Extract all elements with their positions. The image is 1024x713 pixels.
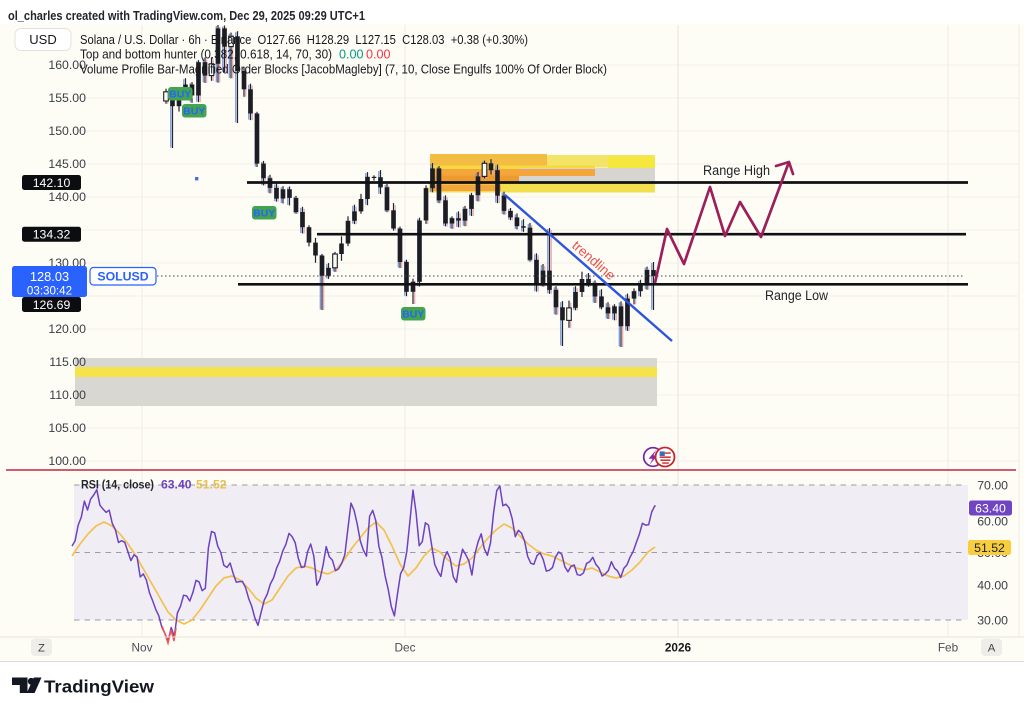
svg-text:150.00: 150.00 [48, 124, 86, 138]
svg-text:155.00: 155.00 [48, 91, 86, 105]
svg-text:134.32: 134.32 [33, 228, 71, 242]
svg-text:Dec: Dec [395, 641, 416, 655]
svg-text:160.00: 160.00 [48, 58, 86, 72]
svg-text:0.00: 0.00 [366, 48, 391, 62]
svg-text:Volume Profile Bar-Magnified O: Volume Profile Bar-Magnified Order Block… [80, 63, 607, 77]
svg-text:40.00: 40.00 [977, 578, 1008, 592]
svg-text:RSI (14, close): RSI (14, close) [81, 478, 154, 492]
svg-text:03:30:42: 03:30:42 [27, 285, 72, 298]
svg-text:126.69: 126.69 [33, 298, 71, 312]
svg-text:100.00: 100.00 [48, 454, 86, 468]
svg-text:Range Low: Range Low [765, 288, 828, 303]
svg-text:115.00: 115.00 [49, 355, 86, 369]
svg-text:30.00: 30.00 [977, 613, 1008, 627]
svg-text:142.10: 142.10 [33, 176, 71, 190]
svg-text:60.00: 60.00 [977, 514, 1008, 528]
svg-text:128.03: 128.03 [30, 269, 69, 284]
svg-text:BUY: BUY [183, 106, 205, 118]
svg-text:105.00: 105.00 [48, 421, 86, 435]
svg-text:BUY: BUY [253, 208, 275, 220]
svg-text:Z: Z [38, 643, 45, 655]
svg-text:Top and bottom hunter (0.382,: Top and bottom hunter (0.382, 0.618, 14,… [80, 48, 332, 62]
svg-text:51.52: 51.52 [196, 478, 227, 492]
svg-text:Nov: Nov [132, 641, 153, 655]
svg-text:70.00: 70.00 [977, 478, 1008, 492]
svg-text:2026: 2026 [665, 641, 692, 655]
svg-text:63.40: 63.40 [975, 501, 1006, 515]
svg-text:110.00: 110.00 [49, 388, 86, 402]
svg-text:145.00: 145.00 [48, 157, 86, 171]
svg-text:120.00: 120.00 [48, 322, 86, 336]
svg-text:ol_charles created with Tradin: ol_charles created with TradingView.com,… [8, 8, 365, 23]
svg-text:Feb: Feb [938, 641, 959, 655]
svg-text:TradingView: TradingView [44, 677, 154, 697]
svg-text:63.40: 63.40 [161, 478, 192, 492]
svg-text:BUY: BUY [402, 309, 424, 321]
svg-text:51.52: 51.52 [974, 541, 1005, 555]
svg-text:USD: USD [29, 32, 56, 47]
svg-text:SOLUSD: SOLUSD [97, 270, 148, 284]
svg-text:Solana / U.S. Dollar · 6h · Bi: Solana / U.S. Dollar · 6h · Binance O127… [80, 33, 528, 47]
svg-text:A: A [988, 643, 996, 655]
svg-text:0.00: 0.00 [339, 48, 364, 62]
svg-text:BUY: BUY [169, 89, 191, 101]
svg-text:Range High: Range High [703, 163, 770, 178]
svg-text:140.00: 140.00 [48, 190, 86, 204]
